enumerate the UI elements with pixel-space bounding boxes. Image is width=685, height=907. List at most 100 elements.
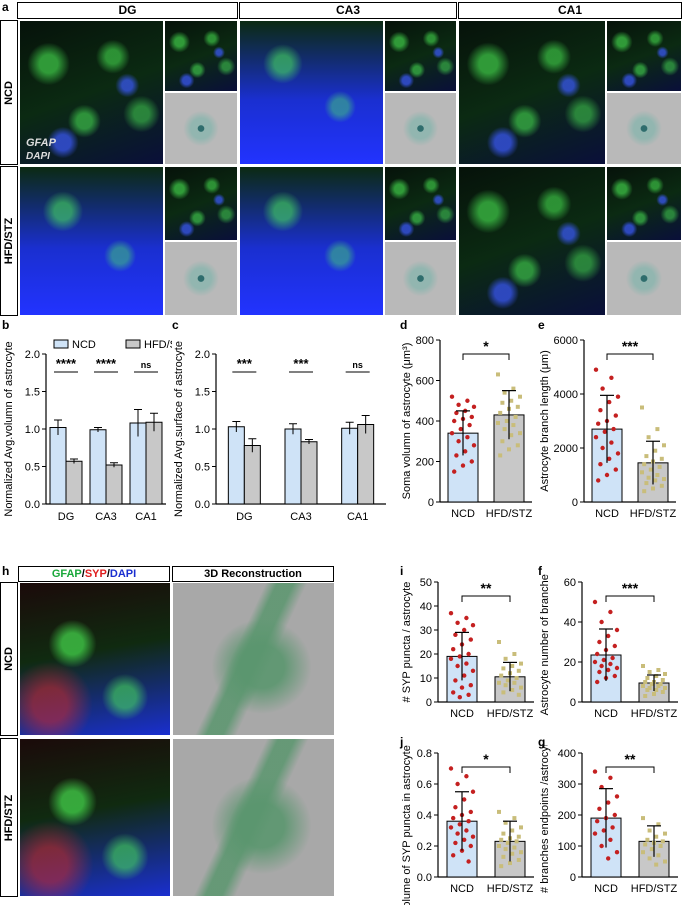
data-point-ncd — [470, 789, 476, 794]
data-point-hfd — [518, 431, 522, 436]
data-point-ncd — [455, 620, 460, 625]
data-point-hfd — [511, 423, 516, 428]
data-point-hfd — [647, 670, 652, 674]
panel-letter-e: e — [538, 318, 545, 332]
panel-letter-h: h — [2, 564, 10, 578]
y-axis-label: Normalized Avg.surface of astrocyte — [173, 341, 185, 517]
data-point-hfd — [642, 489, 647, 494]
y-tick-label: 0 — [426, 697, 432, 709]
x-tick-label: DG — [58, 511, 75, 523]
data-point-hfd — [519, 825, 523, 830]
data-point-hfd — [663, 831, 667, 836]
chart-b-volume: 0.0 0.5 1.0 1.5 2.0 Normalized Avg.volumn of … — [3, 339, 172, 523]
panel-letter-a: a — [2, 0, 9, 14]
y-tick-label: 0.6 — [417, 779, 432, 791]
data-point-ncd — [462, 797, 467, 802]
data-point-ncd — [470, 623, 476, 628]
data-point-hfd — [643, 694, 648, 698]
data-point-ncd — [615, 394, 621, 399]
data-point-hfd — [641, 684, 645, 688]
data-point-hfd — [496, 372, 500, 377]
region-header-ca3: CA3 — [239, 2, 457, 19]
data-point-hfd — [499, 837, 504, 842]
micrograph-ca1-ncd — [458, 20, 606, 165]
syp-micrograph-ncd — [19, 582, 171, 736]
data-point-hfd — [655, 473, 660, 477]
data-point-ncd — [598, 462, 603, 467]
data-point-hfd — [645, 676, 650, 680]
y-tick-label: 40 — [420, 601, 432, 613]
data-point-hfd — [655, 427, 660, 432]
significance-label: ** — [481, 580, 492, 596]
data-point-hfd — [641, 850, 645, 855]
data-point-ncd — [459, 848, 465, 853]
data-point-ncd — [448, 656, 454, 661]
bar-hfd — [300, 441, 318, 505]
data-point-ncd — [468, 809, 473, 815]
data-point-hfd — [654, 688, 659, 692]
significance-label: * — [483, 751, 489, 767]
data-point-hfd — [512, 680, 517, 685]
y-tick-label: 2.0 — [195, 349, 210, 361]
data-point-hfd — [659, 483, 664, 488]
data-point-hfd — [516, 692, 521, 697]
stain-syp: SYP — [84, 568, 107, 580]
reconstruction-ca1-hfd — [606, 241, 682, 316]
data-point-ncd — [593, 367, 599, 372]
data-point-ncd — [448, 766, 454, 771]
syp-reconstruction-ncd — [172, 582, 335, 736]
data-point-ncd — [448, 825, 454, 830]
bar-hfd — [243, 445, 261, 505]
data-point-hfd — [508, 861, 512, 866]
x-tick-label: NCD — [450, 883, 474, 895]
data-point-hfd — [502, 390, 507, 395]
data-point-hfd — [500, 400, 505, 405]
micrograph-dg-hfd — [19, 166, 164, 316]
data-point-hfd — [502, 427, 507, 432]
data-point-ncd — [462, 673, 467, 678]
y-tick-label: 2000 — [554, 443, 578, 455]
data-point-hfd — [656, 668, 661, 672]
legend-label: NCD — [72, 339, 96, 351]
y-tick-label: 10 — [420, 673, 432, 685]
data-point-hfd — [503, 847, 508, 852]
micrograph-ca3-ncd — [239, 20, 384, 165]
x-tick-label: HFD/STZ — [631, 708, 678, 720]
data-point-ncd — [465, 398, 470, 403]
y-tick-label: 4000 — [554, 389, 578, 401]
y-tick-label: 1.5 — [195, 387, 210, 399]
y-axis-label: Volume of SYP puncta in astrocyte (μm³) — [401, 745, 413, 905]
y-tick-label: 400 — [558, 748, 576, 760]
data-point-hfd — [514, 839, 519, 844]
reconstruction-header: 3D Reconstruction — [172, 566, 334, 582]
data-point-ncd — [597, 806, 602, 811]
data-point-ncd — [462, 837, 467, 842]
data-point-hfd — [642, 462, 647, 467]
data-point-ncd — [464, 828, 469, 833]
x-tick-label: HFD/STZ — [487, 883, 534, 895]
data-point-ncd — [610, 655, 615, 661]
x-tick-label: NCD — [594, 708, 618, 720]
data-point-hfd — [652, 692, 656, 696]
data-point-ncd — [462, 627, 467, 633]
data-point-ncd — [454, 410, 459, 416]
data-point-hfd — [514, 676, 519, 680]
inset-dg-ncd — [164, 20, 238, 92]
data-point-hfd — [663, 859, 667, 864]
y-tick-label: 60 — [564, 577, 576, 589]
data-point-ncd — [613, 467, 618, 472]
data-point-ncd — [592, 769, 598, 774]
data-point-ncd — [468, 683, 473, 688]
data-point-hfd — [519, 661, 523, 666]
reconstruction-ca3-ncd — [384, 92, 457, 165]
data-point-ncd — [449, 394, 455, 399]
data-point-ncd — [453, 632, 458, 637]
data-point-ncd — [463, 449, 468, 454]
data-point-hfd — [515, 443, 520, 448]
row-label-hfd-stz: HFD/STZ — [0, 166, 18, 316]
data-point-hfd — [649, 682, 654, 686]
y-tick-label: 600 — [416, 376, 434, 388]
panel-letter-c: c — [172, 318, 179, 332]
data-point-ncd — [465, 435, 470, 440]
data-point-ncd — [614, 850, 620, 855]
